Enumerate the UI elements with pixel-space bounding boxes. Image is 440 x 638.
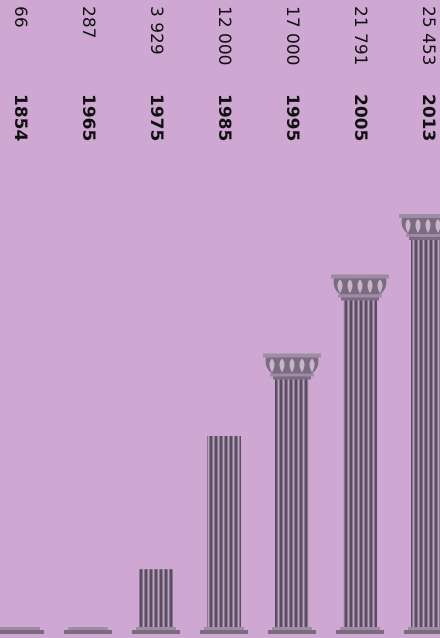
capital-abacus: [331, 274, 389, 278]
column-base: [136, 627, 176, 630]
chart: 66 1854 287 1965 3 929 1975 12 000 1985 17 000 19…: [0, 0, 440, 638]
column-shaft: [411, 240, 440, 627]
column-shaft: [139, 569, 173, 627]
column-base: [408, 627, 440, 630]
capital-neck: [341, 297, 379, 300]
column-shaft: [275, 379, 309, 627]
value-label: 25 453: [418, 6, 438, 65]
value-label: 287: [78, 6, 98, 38]
column-shaft: [343, 300, 377, 627]
column-base: [268, 630, 316, 634]
capital-neck: [338, 294, 382, 297]
capital-abacus: [263, 353, 321, 357]
value-label: 3 929: [146, 6, 166, 55]
column-base: [0, 627, 40, 630]
column-base: [204, 627, 244, 630]
year-label: 1985: [214, 94, 234, 141]
column: [64, 627, 112, 634]
column-base: [336, 630, 384, 634]
column: [200, 436, 248, 634]
year-label: 1975: [146, 94, 166, 141]
year-label: 1965: [78, 94, 98, 141]
column-base: [68, 627, 108, 630]
year-label: 2005: [350, 94, 370, 141]
column-base: [272, 627, 312, 630]
value-label: 21 791: [350, 6, 370, 65]
year-label: 2013: [418, 94, 438, 141]
year-label: 1854: [10, 94, 30, 141]
column-base: [132, 630, 180, 634]
column-shaft: [207, 436, 241, 627]
column-base: [0, 630, 44, 634]
value-label: 12 000: [214, 6, 234, 65]
column-base: [64, 630, 112, 634]
page: 66 1854 287 1965 3 929 1975 12 000 1985 17 000 19…: [0, 0, 440, 638]
capital-neck: [409, 237, 440, 240]
capital-neck: [273, 376, 311, 379]
column-base: [200, 630, 248, 634]
column-base: [340, 627, 380, 630]
year-label: 1995: [282, 94, 302, 141]
column: [132, 569, 180, 634]
capital-neck: [270, 373, 314, 376]
value-label: 17 000: [282, 6, 302, 65]
capital-abacus: [399, 214, 440, 218]
value-label: 66: [10, 6, 30, 28]
column: [0, 627, 44, 634]
column-base: [404, 630, 440, 634]
capital-neck: [406, 234, 440, 237]
